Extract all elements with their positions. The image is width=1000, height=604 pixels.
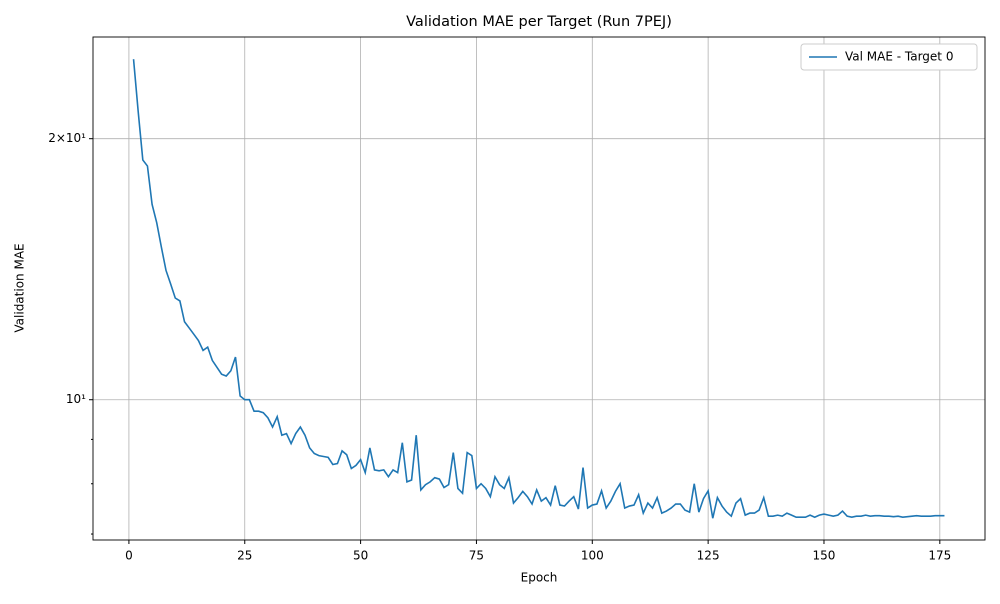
data-line <box>132 59 945 519</box>
legend-label: Val MAE - Target 0 <box>845 50 953 64</box>
x-tick-label: 0 <box>125 549 133 563</box>
y-tick-label: 10¹ <box>66 392 86 406</box>
x-tick-label: 175 <box>928 549 951 563</box>
x-tick-label: 75 <box>469 549 484 563</box>
x-tick-label: 50 <box>353 549 368 563</box>
plot-frame <box>92 36 986 541</box>
x-tick-label: 25 <box>237 549 252 563</box>
y-axis-label: Validation MAE <box>13 243 27 332</box>
x-tick-label: 100 <box>581 549 604 563</box>
y-tick-label: 2×10¹ <box>48 131 86 145</box>
x-tick-label: 150 <box>813 549 836 563</box>
chart-title: Validation MAE per Target (Run 7PEJ) <box>406 14 672 30</box>
legend-box <box>800 43 978 71</box>
x-tick-label: 125 <box>697 549 720 563</box>
x-axis-label: Epoch <box>521 571 558 585</box>
